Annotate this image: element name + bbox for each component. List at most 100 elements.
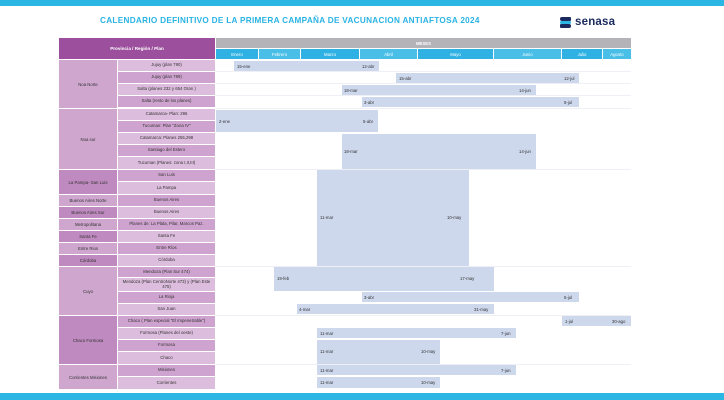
bar-start-label: 15-ene xyxy=(237,64,251,69)
bar-start-label: 2-ene xyxy=(219,119,230,124)
row-divider xyxy=(216,266,631,267)
schedule-bar-formosa-chaco xyxy=(317,340,440,364)
province-row: Entre Ríos xyxy=(118,243,215,254)
province-row: Chaco xyxy=(118,352,215,364)
bar-start-label: 3-abr xyxy=(364,295,375,300)
province-row: Tucuman (Planes: zona I,II,III) xyxy=(118,157,215,169)
province-row: Jujuy (plan 789) xyxy=(118,72,215,83)
row-divider xyxy=(216,83,631,84)
province-row: Salta (resto de los planes) xyxy=(118,96,215,107)
bar-start-label: 11-mar xyxy=(320,368,334,373)
region-cuyo: Cuyo xyxy=(59,267,117,315)
bar-end-label: 10-may xyxy=(421,380,436,385)
province-row: Salta (planes 232 y 654 Oran ) xyxy=(118,84,215,95)
province-row: Santiago del Estero xyxy=(118,145,215,156)
month-header-marzo: Marzo xyxy=(301,49,359,59)
top-accent-bar xyxy=(0,0,724,6)
region-santa-fe: Santa Fe xyxy=(59,231,117,242)
bar-start-label: 18-mar xyxy=(344,88,358,93)
province-row: Córdoba xyxy=(118,255,215,266)
schedule-bar-mendoza xyxy=(274,267,494,291)
bar-start-label: 11-mar xyxy=(320,380,334,385)
bar-end-label: 12-abr xyxy=(362,64,375,69)
schedule-bar-corrientes xyxy=(317,377,440,388)
bar-end-label: 14-jun xyxy=(519,149,531,154)
bar-end-label: 5-jul xyxy=(564,295,573,300)
region-buenos-aires-norte: Buenos Aires Norte xyxy=(59,195,117,206)
bar-start-label: 11-mar xyxy=(320,215,334,220)
schedule-bar-jujuy-789 xyxy=(396,73,579,83)
province-row: Jujuy (plan 790) xyxy=(118,60,215,71)
schedule-bar-jujuy-790 xyxy=(234,61,379,71)
province-row: Buenos Aires xyxy=(118,207,215,218)
bar-end-label: 31-may xyxy=(474,307,489,312)
region-cordoba: Córdoba xyxy=(59,255,117,266)
region-chaco-formosa: Chaco Formosa xyxy=(59,316,117,364)
month-header-julio: Julio xyxy=(562,49,602,59)
province-row: Mendoza (Plan Sur 474) xyxy=(118,267,215,277)
province-row: San Luis xyxy=(118,170,215,181)
month-header-mayo: Mayo xyxy=(418,49,493,59)
region-corrientes-misiones: Corrientes Misiones xyxy=(59,365,117,389)
province-row: Corrientes xyxy=(118,377,215,389)
province-row: San Juan xyxy=(118,304,215,315)
province-row: Buenos Aires xyxy=(118,195,215,206)
schedule-bar-santiago-del-estero xyxy=(342,134,536,169)
bar-start-label: 3-abr xyxy=(364,100,375,105)
bar-end-label: 30-ago xyxy=(612,319,626,324)
senasa-logo: senasa xyxy=(560,14,615,30)
province-row: La Pampa xyxy=(118,182,215,194)
region-buenos-aires-sur: Buenos Aires Sur xyxy=(59,207,117,218)
page-title: CALENDARIO DEFINITIVO DE LA PRIMERA CAMP… xyxy=(100,16,480,25)
month-header-abril: Abril xyxy=(360,49,417,59)
province-row: Tucuman: Plan "Zona IV" xyxy=(118,121,215,132)
row-divider xyxy=(216,315,631,316)
bar-end-label: 10-may xyxy=(421,349,436,354)
month-header-agosto: Agosto xyxy=(603,49,631,59)
bar-start-label: 18-mar xyxy=(344,149,358,154)
row-divider xyxy=(216,364,631,365)
bar-end-label: 12-jul xyxy=(564,76,575,81)
bar-start-label: 1-jul xyxy=(565,319,574,324)
schedule-bar-formosa-oeste xyxy=(317,328,516,338)
months-header: MESES xyxy=(216,38,631,48)
region-entre-rios: Entre Rios xyxy=(59,243,117,254)
senasa-logo-text: senasa xyxy=(575,16,616,28)
bottom-accent-bar xyxy=(0,393,724,400)
schedule-bar-catamarca-296 xyxy=(216,110,378,132)
senasa-logo-icon xyxy=(560,16,571,28)
province-column-header: Provincia / Región / Plan xyxy=(59,38,215,59)
bar-start-label: 11-mar xyxy=(320,349,334,354)
province-row: Catamarca- Plan: 296 xyxy=(118,109,215,120)
province-row: Santa Fe xyxy=(118,231,215,242)
province-row: Planes de: La Plata, Pilar, Marcos Paz. xyxy=(118,219,215,230)
region-metropolitana: Metropolitana xyxy=(59,219,117,230)
schedule-bar-san-juan xyxy=(297,304,494,314)
schedule-bar-chaco-impenetrable xyxy=(562,316,631,326)
bar-end-label: 17-may xyxy=(460,276,475,281)
bar-start-label: 4-mar xyxy=(299,307,311,312)
bar-end-label: 10-may xyxy=(447,215,462,220)
row-divider xyxy=(216,95,631,96)
schedule-bar-la-rioja xyxy=(362,292,579,302)
region-la-pampa-san-luis: La Pampa- San Luis xyxy=(59,170,117,194)
month-header-enero: Enero xyxy=(216,49,258,59)
schedule-bar-salta-resto xyxy=(362,97,579,107)
schedule-bar-salta-232-654 xyxy=(342,85,536,95)
bar-end-label: 7-jun xyxy=(501,368,511,373)
province-row: Chaco ( Plan especial "El Impenetrable") xyxy=(118,316,215,327)
bar-end-label: 7-jun xyxy=(501,331,511,336)
row-divider xyxy=(216,169,631,170)
region-noa-norte: Noa Norte xyxy=(59,60,117,108)
region-noa-sur: Noa sur xyxy=(59,109,117,169)
bar-end-label: 5-jul xyxy=(564,100,573,105)
month-header-junio: Junio xyxy=(494,49,561,59)
province-row: Formosa xyxy=(118,340,215,351)
province-row: Mendoza (Plan CentroNorte 473) y (Plan E… xyxy=(118,278,215,291)
bar-end-label: 14-jun xyxy=(519,88,531,93)
month-header-febrero: Febrero xyxy=(259,49,300,59)
province-row: Formosa (Planes del oeste) xyxy=(118,328,215,339)
province-row: Catamarca: Planes 255,298 xyxy=(118,133,215,144)
bar-start-label: 19-feb xyxy=(277,276,290,281)
bar-start-label: 15-abr xyxy=(399,76,412,81)
